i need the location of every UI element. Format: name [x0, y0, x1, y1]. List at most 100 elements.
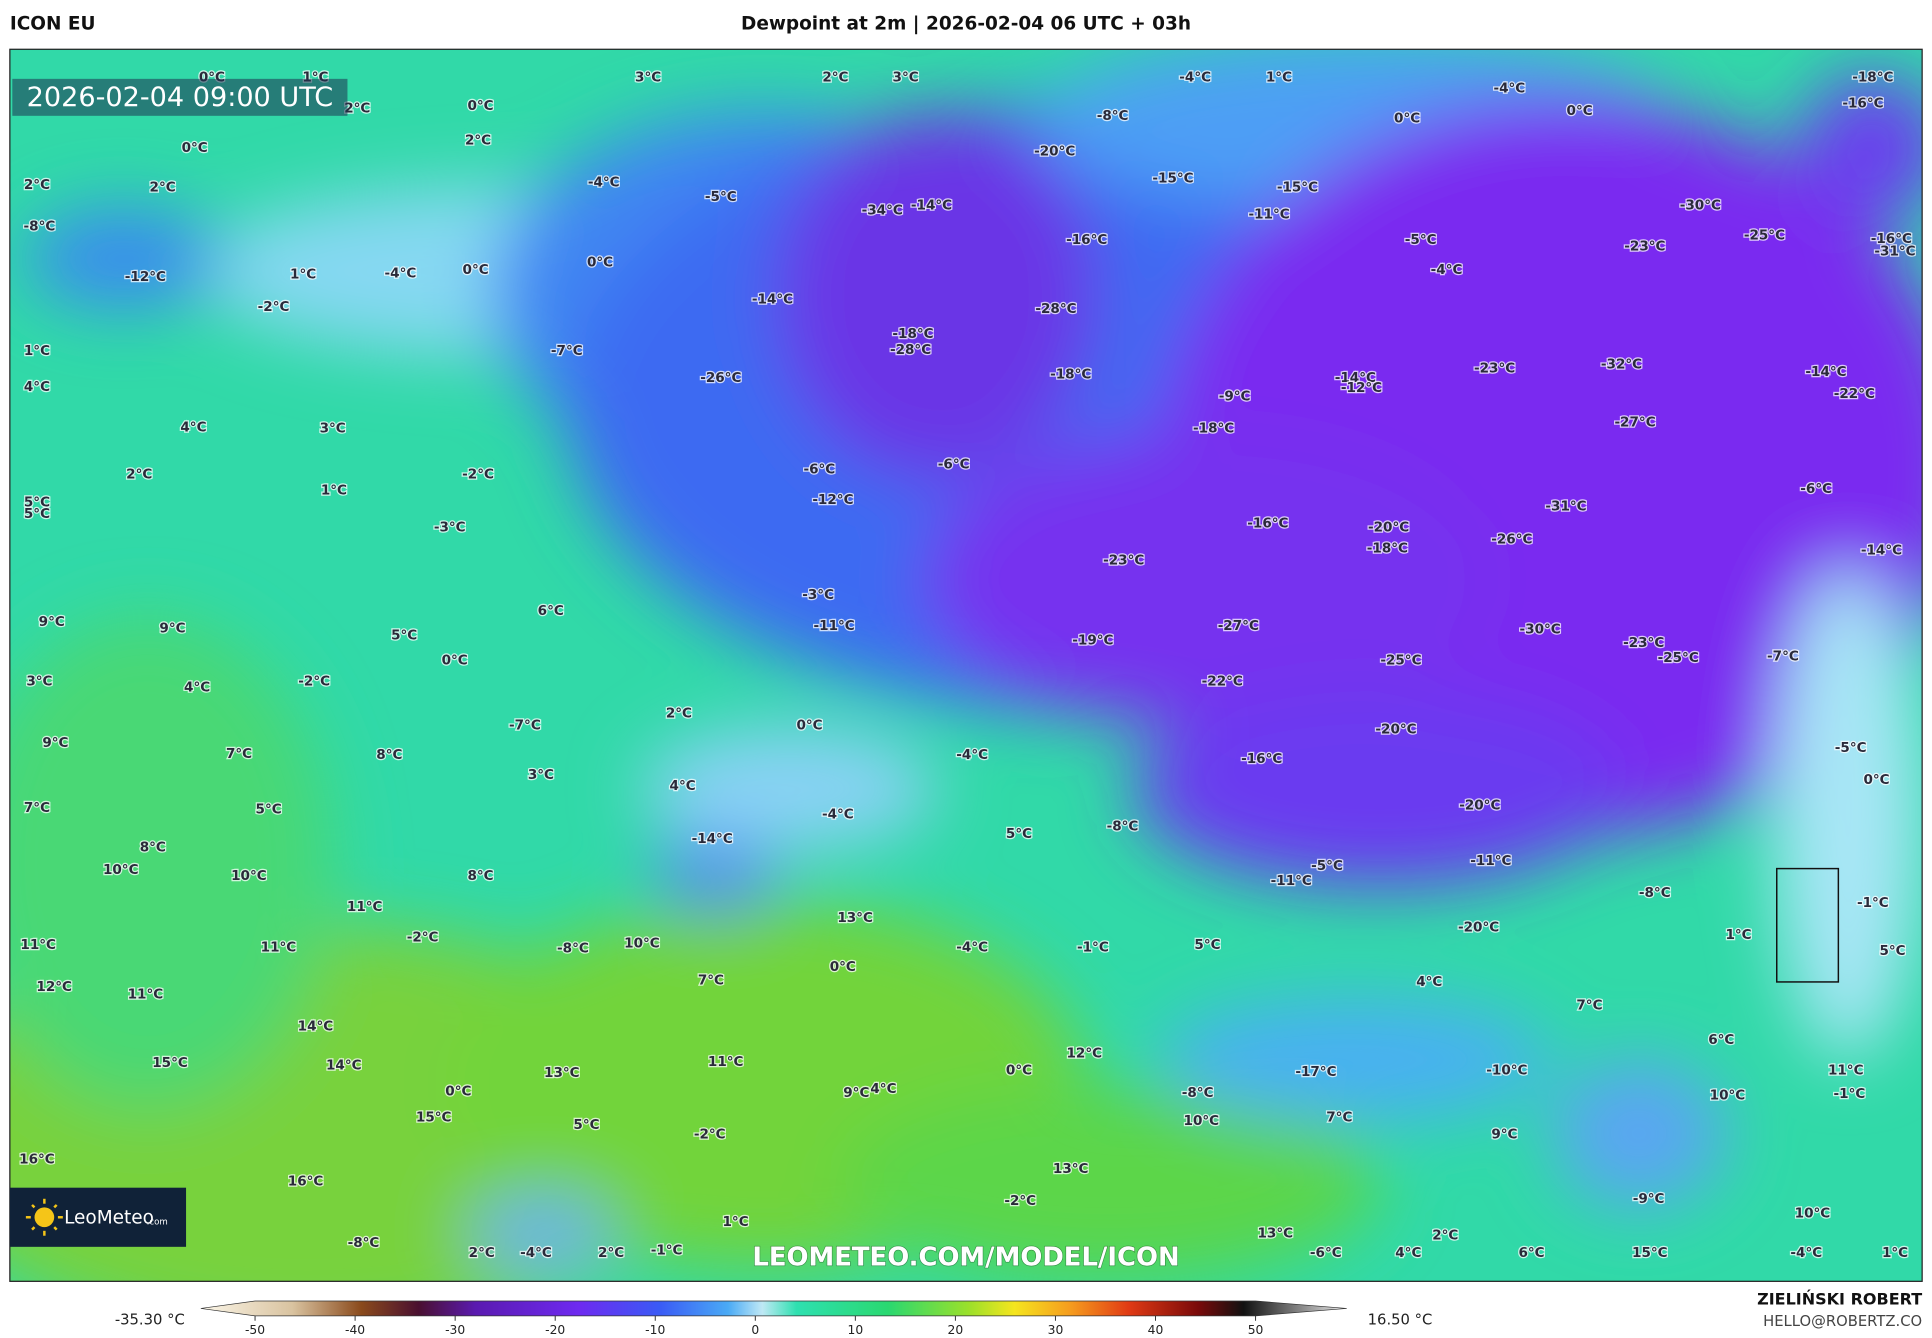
temperature-label: -8°C: [24, 219, 56, 235]
temperature-label: -30°C: [1520, 622, 1561, 638]
temperature-label: 2°C: [24, 177, 50, 193]
temperature-label: 5°C: [256, 801, 282, 817]
temperature-label: -4°C: [956, 939, 988, 955]
temperature-label: -12°C: [125, 269, 166, 285]
temperature-label: 9°C: [42, 735, 68, 751]
temperature-label: 14°C: [326, 1058, 362, 1074]
temperature-label: -26°C: [700, 370, 741, 386]
colorbar-tick-label: -30: [445, 1323, 465, 1337]
temperature-label: 1°C: [1882, 1245, 1908, 1261]
temperature-label: 2°C: [822, 70, 848, 86]
temperature-label: 7°C: [1326, 1109, 1352, 1125]
temperature-label: -27°C: [1614, 415, 1655, 431]
temperature-label: 2°C: [465, 132, 491, 148]
temperature-label: -20°C: [1375, 721, 1416, 737]
temperature-label: -7°C: [1767, 649, 1799, 665]
temperature-label: -8°C: [348, 1235, 380, 1251]
temperature-label: -2°C: [462, 466, 494, 482]
temperature-label: -12°C: [1341, 380, 1382, 396]
logo-domain: .com: [147, 1218, 168, 1228]
temperature-label: 5°C: [1194, 937, 1220, 953]
temperature-label: 1°C: [321, 482, 347, 498]
map-frame: [9, 48, 1923, 1282]
temperature-label: -8°C: [1097, 108, 1129, 124]
temperature-label: 0°C: [463, 262, 489, 278]
temperature-label: -1°C: [651, 1243, 683, 1259]
temperature-label: 9°C: [1491, 1127, 1517, 1143]
temperature-label: -8°C: [557, 941, 589, 957]
temperature-label: 11°C: [128, 986, 164, 1002]
temperature-label: -11°C: [814, 618, 855, 634]
temperature-label: 11°C: [1828, 1063, 1864, 1079]
max-label: 16.50 °C: [1368, 1312, 1433, 1329]
temperature-label: 8°C: [376, 747, 402, 763]
colorbar-tick-label: -40: [345, 1323, 365, 1337]
colorbar-tick-label: 30: [1048, 1323, 1064, 1337]
temperature-label: 3°C: [528, 767, 554, 783]
temperature-label: -5°C: [705, 189, 737, 205]
temperature-label: 0°C: [796, 718, 822, 734]
temperature-label: -14°C: [1861, 543, 1902, 559]
temperature-label: -25°C: [1658, 650, 1699, 666]
temperature-label: -9°C: [1633, 1191, 1665, 1207]
temperature-label: 4°C: [1416, 974, 1442, 990]
temperature-label: 3°C: [635, 70, 661, 86]
temperature-label: -16°C: [1247, 516, 1288, 532]
valid-time: 2026-02-04 09:00 UTC: [27, 82, 333, 113]
temperature-label: 13°C: [1053, 1161, 1089, 1177]
temperature-label: 0°C: [467, 98, 493, 114]
temperature-label: -22°C: [1834, 386, 1875, 402]
temperature-label: -4°C: [1493, 81, 1525, 97]
temperature-label: -15°C: [1277, 179, 1318, 195]
temperature-label: 2°C: [126, 466, 152, 482]
temperature-label: 7°C: [1576, 997, 1602, 1013]
temperature-label: -18°C: [1852, 70, 1893, 86]
temperature-label: -8°C: [1639, 885, 1671, 901]
temperature-label: 5°C: [391, 628, 417, 644]
temperature-label: -6°C: [1310, 1245, 1342, 1261]
temperature-label: 0°C: [1567, 103, 1593, 119]
temperature-label: 10°C: [1795, 1206, 1831, 1222]
min-label: -35.30 °C: [115, 1312, 185, 1329]
temperature-label: 0°C: [445, 1084, 471, 1100]
temperature-label: 16°C: [19, 1151, 55, 1167]
temperature-label: -25°C: [1380, 652, 1421, 668]
colorbar-tick-label: 10: [848, 1323, 864, 1337]
temperature-label: -16°C: [1066, 232, 1107, 248]
temperature-label: -26°C: [1491, 532, 1532, 548]
watermark: LEOMETEO.COM/MODEL/ICON: [752, 1242, 1179, 1272]
temperature-label: -25°C: [1744, 227, 1785, 243]
temperature-label: -31°C: [1545, 498, 1586, 514]
temperature-label: 7°C: [24, 800, 50, 816]
temperature-label: -28°C: [1035, 301, 1076, 317]
temperature-label: -16°C: [1842, 95, 1883, 111]
temperature-label: -18°C: [1193, 421, 1234, 437]
temperature-label: 6°C: [1708, 1032, 1734, 1048]
temperature-label: -17°C: [1295, 1064, 1336, 1080]
temperature-label: -20°C: [1034, 144, 1075, 160]
temperature-label: 1°C: [290, 267, 316, 283]
temperature-label: -4°C: [956, 747, 988, 763]
temperature-label: 0°C: [830, 959, 856, 975]
temperature-label: -4°C: [588, 174, 620, 190]
temperature-label: -12°C: [812, 492, 853, 508]
temperature-label: 10°C: [1184, 1113, 1220, 1129]
temperature-label: -2°C: [694, 1127, 726, 1143]
colorbar-tick-label: -10: [645, 1323, 665, 1337]
logo-sun: [34, 1207, 55, 1228]
temperature-label: 6°C: [1518, 1245, 1544, 1261]
temperature-label: 13°C: [544, 1065, 580, 1081]
temperature-label: 8°C: [140, 840, 166, 856]
temperature-label: 6°C: [538, 603, 564, 619]
temperature-label: 10°C: [624, 936, 660, 952]
temperature-label: -6°C: [938, 456, 970, 472]
temperature-label: 2°C: [598, 1245, 624, 1261]
time-box: [12, 78, 348, 116]
temperature-label: 2°C: [344, 100, 370, 116]
temperature-label: -1°C: [1857, 895, 1889, 911]
temperature-label: 0°C: [1394, 110, 1420, 126]
temperature-label: 4°C: [180, 420, 206, 436]
